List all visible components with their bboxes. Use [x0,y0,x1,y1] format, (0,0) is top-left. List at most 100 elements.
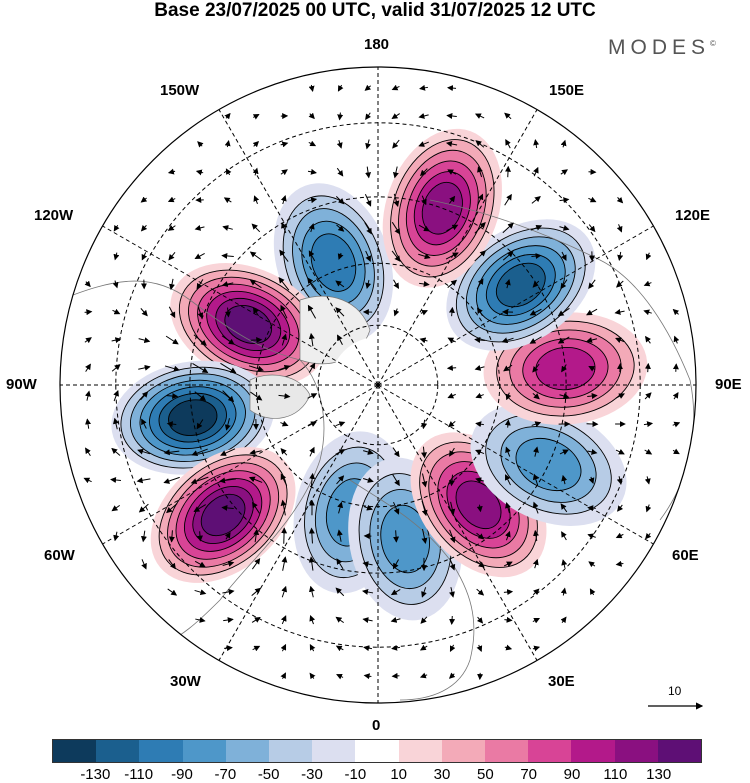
wind-arrow [393,530,400,543]
wind-arrow [85,418,92,429]
wind-arrow [447,421,456,428]
wind-arrow [531,253,542,260]
lon-label-90e: 90E [715,376,742,393]
wind-arrow [449,558,456,571]
wind-arrow [615,560,624,567]
map-boundary [59,66,697,704]
wind-arrow [560,616,567,624]
wind-arrow [421,195,427,206]
wind-arrow [672,308,680,316]
wind-arrow [672,448,680,455]
wind-arrow [643,421,654,428]
wind-arrow [476,644,483,652]
wind-arrow [365,112,372,121]
wind-arrow [449,529,456,544]
meridian-line [102,384,379,545]
colorbar-tick-label: 10 [390,766,407,783]
wind-arrow [645,252,652,261]
wind-arrow [475,421,484,428]
wind-arrow [337,334,343,345]
wind-arrow [586,308,598,316]
wind-arrow [616,476,623,485]
wind-arrow [113,224,120,232]
wind-arrow [390,616,401,623]
wind-arrow [672,391,679,400]
wind-arrow [363,645,373,652]
wind-arrow [308,250,316,262]
wind-arrow [588,279,596,289]
colorbar-swatch [96,740,140,762]
colorbar-tick-label: 30 [433,766,451,783]
wind-arrow [168,251,176,261]
wind-arrow [504,530,511,541]
wind-arrow [192,363,209,374]
lon-label-120w: 120W [34,207,74,224]
wind-arrow [476,504,483,513]
wind-arrow [196,531,203,542]
wind-arrow [136,477,151,484]
wind-arrow [222,560,235,567]
wind-arrow [222,390,235,403]
wind-arrow [111,364,121,372]
wind-arrow [447,169,457,175]
wind-arrow [420,616,428,624]
wind-arrow [391,221,401,235]
wind-arrow [505,139,511,149]
wind-arrow [168,306,176,319]
wind-arrow [253,528,260,543]
wind-arrow [197,306,204,319]
wind-arrow [501,337,514,344]
wind-arrow [474,222,486,234]
copyright-mark: © [710,39,716,48]
wind-arrow [644,448,653,455]
wind-arrow [337,112,344,121]
wind-arrow [362,477,374,483]
positive-anomaly [382,128,502,288]
wind-arrow [557,336,570,344]
wind-arrow [166,503,178,514]
colorbar-tick-label: -70 [214,766,237,783]
wind-arrow [84,280,91,288]
wind-arrow [588,224,596,233]
wind-arrow [418,253,431,260]
wind-arrow [446,113,457,120]
wind-arrow [307,304,317,319]
wind-arrow [587,448,598,455]
wind-arrow [337,501,344,514]
wind-arrow [561,559,568,569]
lon-label-60e: 60E [672,547,699,564]
wind-arrow [475,449,485,456]
wind-arrow [167,588,178,596]
wind-arrow [474,365,485,371]
lon-label-150e: 150E [549,82,585,99]
wind-arrow [531,195,541,204]
lon-label-120e: 120E [675,207,711,224]
wind-arrow [561,531,567,541]
wind-arrow [505,474,511,486]
graticule [60,67,696,703]
wind-arrow [532,501,539,514]
wind-arrow [165,335,179,345]
wind-arrow [335,307,345,317]
wind-arrow [85,363,91,372]
wind-arrow [477,307,483,317]
wind-arrow [559,197,570,204]
wind-arrow [278,277,290,291]
colorbar-swatch [571,740,615,762]
wind-arrow [502,222,514,234]
wind-arrow [222,225,233,231]
wind-arrow [307,197,318,204]
colorbar-swatch [528,740,572,762]
wind-arrow [616,196,624,204]
wind-arrow [559,225,570,231]
wind-arrow [616,224,623,233]
wind-arrow [503,589,514,596]
wind-arrow [533,139,540,149]
wind-arrow [196,279,204,290]
wind-arrow [335,280,345,288]
wind-arrow [220,362,237,374]
wind-arrow [140,391,149,401]
wind-arrow [419,84,429,91]
wind-arrow [249,449,262,456]
wind-arrow [197,141,204,148]
